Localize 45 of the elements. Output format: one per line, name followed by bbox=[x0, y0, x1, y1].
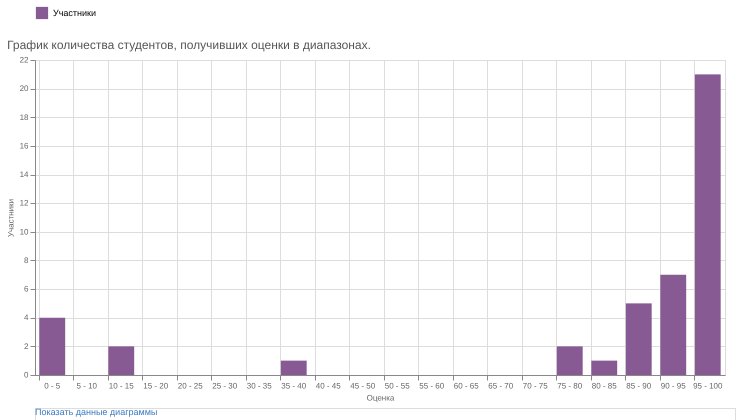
bar bbox=[280, 360, 307, 375]
x-tick-label: 40 - 45 bbox=[316, 382, 342, 390]
x-tick-label: 65 - 70 bbox=[488, 382, 514, 390]
x-tick-label: 95 - 100 bbox=[693, 382, 723, 390]
bar bbox=[660, 274, 686, 375]
bar bbox=[556, 346, 583, 375]
y-tick-label: 6 bbox=[24, 284, 30, 294]
x-tick-label: 60 - 65 bbox=[454, 382, 480, 390]
legend-label: Участники bbox=[53, 8, 96, 18]
x-tick-label: 5 - 10 bbox=[76, 382, 98, 390]
x-tick-label: 15 - 20 bbox=[143, 382, 169, 390]
chart-title: График количества студентов, получивших оценки в диапазонах. bbox=[7, 38, 371, 52]
x-tick-label: 80 - 85 bbox=[592, 382, 618, 390]
x-tick-label: 90 - 95 bbox=[660, 382, 686, 390]
bar bbox=[694, 74, 721, 375]
x-tick-label: 35 - 40 bbox=[281, 382, 307, 390]
x-tick-label: 70 - 75 bbox=[522, 382, 548, 390]
x-tick-label: 85 - 90 bbox=[626, 382, 652, 390]
y-tick-label: 16 bbox=[20, 141, 30, 150]
y-axis-title: Участники bbox=[6, 198, 16, 238]
text: Показать данные диаграммы bbox=[35, 407, 158, 417]
x-tick-label: 50 - 55 bbox=[384, 382, 410, 390]
x-tick-label: 25 - 30 bbox=[212, 382, 238, 390]
x-tick-label: 0 - 5 bbox=[44, 382, 61, 390]
x-tick-label: 10 - 15 bbox=[108, 382, 134, 390]
y-tick-label: 22 bbox=[20, 56, 30, 64]
y-tick-label: 2 bbox=[24, 342, 30, 351]
y-tick-label: 10 bbox=[20, 227, 30, 236]
x-tick-label: 45 - 50 bbox=[350, 382, 376, 390]
y-tick-label: 0 bbox=[24, 370, 30, 380]
bar bbox=[108, 346, 134, 375]
y-tick-label: 4 bbox=[24, 313, 30, 322]
y-tick-label: 18 bbox=[20, 112, 30, 122]
x-tick-label: 30 - 35 bbox=[246, 382, 272, 390]
x-tick-label: 20 - 25 bbox=[178, 382, 204, 390]
y-tick-label: 14 bbox=[20, 170, 30, 180]
bar bbox=[591, 360, 618, 375]
y-tick-label: 20 bbox=[20, 84, 30, 94]
y-tick-label: 12 bbox=[20, 198, 30, 208]
x-tick-label: 75 - 80 bbox=[557, 382, 583, 390]
y-tick-label: 8 bbox=[24, 256, 30, 265]
bar bbox=[39, 318, 66, 375]
bar bbox=[626, 303, 652, 375]
x-tick-label: 55 - 60 bbox=[419, 382, 445, 390]
x-axis-title: Оценка bbox=[366, 394, 395, 402]
